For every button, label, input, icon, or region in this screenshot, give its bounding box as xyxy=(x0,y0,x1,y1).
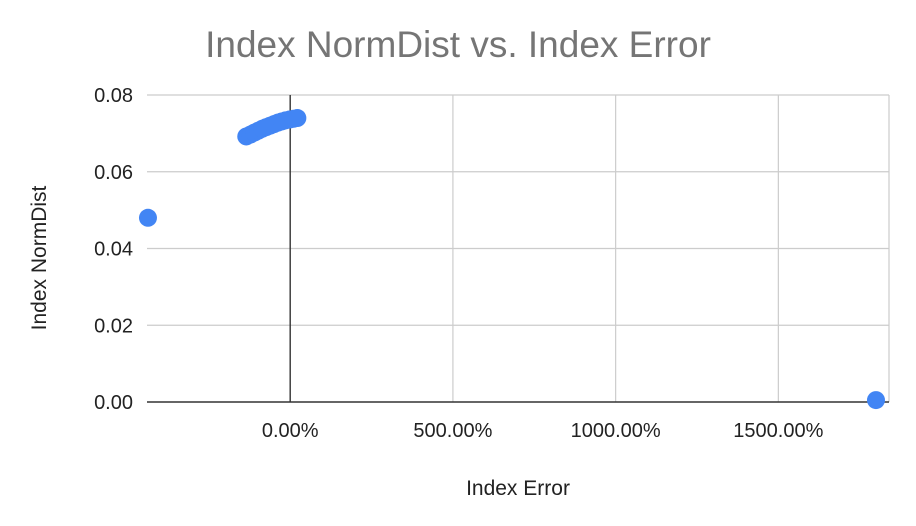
x-tick-label: 500.00% xyxy=(413,420,492,442)
x-tick-label: 0.00% xyxy=(262,420,319,442)
data-points xyxy=(138,109,885,410)
tick-labels: 0.00 0.02 0.04 0.06 0.08 0.00% 500.00% 1000.00%… xyxy=(94,85,824,442)
y-tick-label: 0.02 xyxy=(94,315,133,337)
axes xyxy=(147,95,889,403)
x-tick-label: 1000.00% xyxy=(571,420,661,442)
y-tick-label: 0.08 xyxy=(94,85,133,107)
y-tick-label: 0.00 xyxy=(94,392,133,414)
x-tick-label: 1500.00% xyxy=(733,420,823,442)
data-point xyxy=(138,208,157,227)
y-tick-label: 0.06 xyxy=(94,162,133,184)
gridlines xyxy=(147,94,890,402)
data-point xyxy=(866,391,885,410)
data-point xyxy=(288,109,307,128)
chart-title: Index NormDist vs. Index Error xyxy=(205,24,711,65)
y-tick-label: 0.04 xyxy=(94,239,133,261)
x-axis-label: Index Error xyxy=(466,477,570,500)
y-axis-label: Index NormDist xyxy=(28,185,51,330)
